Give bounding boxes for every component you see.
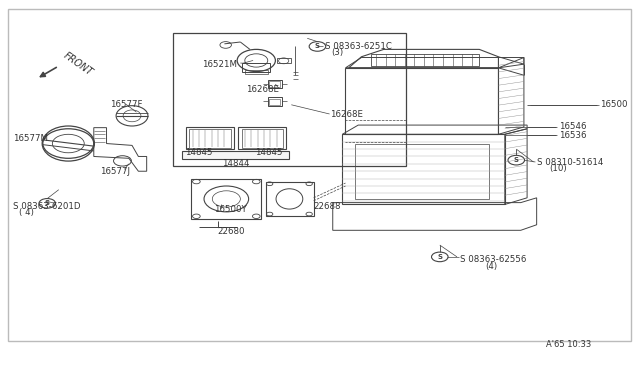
Text: (3): (3) — [332, 48, 344, 57]
Text: S: S — [437, 254, 442, 260]
Bar — [189, 129, 231, 148]
Text: S 08363-6251C: S 08363-6251C — [325, 42, 392, 51]
Text: S: S — [514, 157, 519, 163]
Text: 16268E: 16268E — [246, 85, 278, 94]
Text: A'65 10:33: A'65 10:33 — [546, 340, 591, 349]
Text: FRONT: FRONT — [61, 50, 94, 77]
Bar — [191, 179, 261, 219]
Text: S 08363-62556: S 08363-62556 — [460, 255, 527, 264]
Text: 16500Y: 16500Y — [214, 205, 247, 215]
Text: 16577F: 16577F — [109, 100, 142, 109]
Text: S 08363-6201D: S 08363-6201D — [13, 202, 81, 211]
Bar — [355, 144, 489, 199]
Bar — [242, 129, 283, 148]
Text: 16521M: 16521M — [202, 60, 237, 69]
Text: 14844: 14844 — [222, 159, 250, 169]
Text: 22688: 22688 — [314, 202, 341, 211]
Text: 14845: 14845 — [185, 148, 212, 157]
Bar — [182, 151, 289, 159]
Text: (4): (4) — [486, 262, 498, 270]
Text: 22680: 22680 — [217, 227, 244, 235]
Bar — [269, 99, 280, 105]
Text: 16577M: 16577M — [13, 134, 48, 142]
Bar — [266, 182, 314, 216]
Bar — [239, 127, 286, 149]
Text: 16536: 16536 — [559, 131, 586, 140]
Text: 14845: 14845 — [255, 148, 283, 157]
Bar — [268, 97, 282, 106]
Text: 16577J: 16577J — [100, 167, 130, 176]
Bar — [243, 63, 270, 71]
Text: 16546: 16546 — [559, 122, 586, 131]
Bar — [371, 54, 479, 66]
Text: ( 4): ( 4) — [19, 208, 34, 217]
Text: S 08310-51614: S 08310-51614 — [537, 157, 603, 167]
Text: S: S — [45, 201, 50, 206]
Text: S: S — [315, 44, 320, 49]
Bar — [268, 80, 282, 88]
Text: (10): (10) — [549, 164, 567, 173]
Bar — [186, 127, 234, 149]
Text: 16500: 16500 — [600, 100, 628, 109]
Bar — [269, 81, 280, 87]
Bar — [276, 58, 291, 63]
Bar — [173, 33, 406, 166]
Text: 16268E: 16268E — [330, 109, 362, 119]
Bar — [245, 70, 268, 74]
